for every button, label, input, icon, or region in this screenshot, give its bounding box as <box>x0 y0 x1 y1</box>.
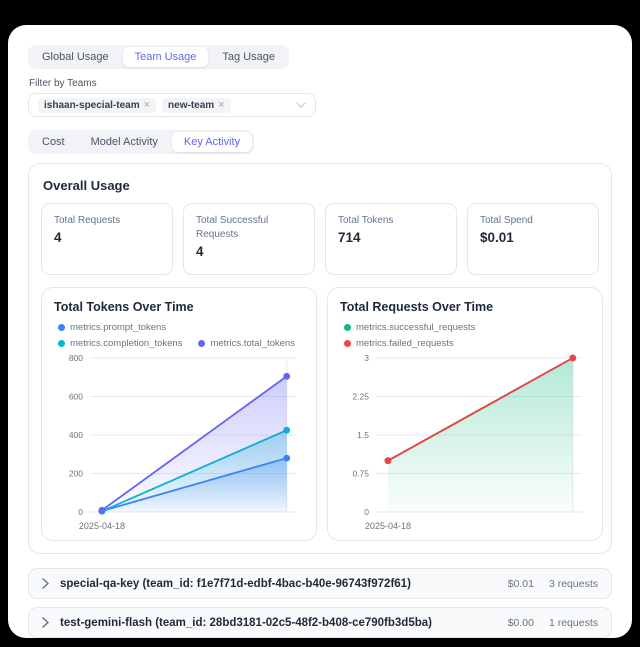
requests-over-time-chart: 0 0.75 1.5 2.25 3 2025-04-18 <box>352 353 582 531</box>
svg-text:0: 0 <box>78 507 83 517</box>
stats-grid: Total Requests 4 Total Successful Reques… <box>41 203 599 275</box>
usage-dashboard-card: Global Usage Team Usage Tag Usage Filter… <box>8 25 632 638</box>
svg-text:0: 0 <box>364 507 369 517</box>
team-filter-select[interactable]: ishaan-special-team × new-team × <box>28 93 316 117</box>
stat-total-spend: Total Spend $0.01 <box>467 203 599 275</box>
key-row-spend: $0.01 <box>507 577 534 590</box>
remove-tag-icon[interactable]: × <box>218 98 225 111</box>
overall-usage-panel: Overall Usage Total Requests 4 Total Suc… <box>28 163 612 554</box>
svg-text:3: 3 <box>364 353 369 363</box>
tab-cost[interactable]: Cost <box>42 136 65 148</box>
stat-value: 4 <box>54 230 62 245</box>
chart-legend: metrics.successful_requests metrics.fail… <box>344 322 590 350</box>
svg-text:400: 400 <box>69 430 83 440</box>
key-row-requests: 3 requests <box>548 577 598 590</box>
stat-value: 4 <box>196 244 204 259</box>
key-rows: special-qa-key (team_id: f1e7f71d-edbf-4… <box>28 568 612 638</box>
legend-dot-icon <box>58 324 65 331</box>
tab-tag-usage[interactable]: Tag Usage <box>222 51 276 63</box>
key-row-special-qa-key[interactable]: special-qa-key (team_id: f1e7f71d-edbf-4… <box>28 568 612 599</box>
legend-dot-icon <box>344 340 351 347</box>
legend-dot-icon <box>198 340 206 347</box>
stat-label: Total Spend <box>480 215 533 226</box>
legend-item: metrics.completion_tokens <box>58 338 182 349</box>
legend-label: metrics.completion_tokens <box>70 338 183 349</box>
legend-dot-icon <box>58 340 65 347</box>
legend-label: metrics.failed_requests <box>356 338 454 349</box>
team-tag-label: new-team <box>168 99 215 111</box>
chevron-right-icon[interactable] <box>42 578 49 589</box>
legend-item: metrics.prompt_tokens <box>58 322 166 333</box>
svg-text:1.5: 1.5 <box>357 430 369 440</box>
tab-key-activity[interactable]: Key Activity <box>171 132 253 152</box>
chevron-down-icon[interactable] <box>296 102 306 108</box>
usage-scope-tabs: Global Usage Team Usage Tag Usage <box>28 45 290 69</box>
stat-label: Total Requests <box>54 215 121 226</box>
tokens-over-time-card: Total Tokens Over Time metrics.prompt_to… <box>41 287 317 541</box>
chevron-right-icon[interactable] <box>42 617 49 628</box>
team-tag: ishaan-special-team × <box>38 97 157 113</box>
legend-item: metrics.successful_requests <box>344 322 475 333</box>
svg-text:600: 600 <box>69 392 83 402</box>
key-row-test-gemini-flash[interactable]: test-gemini-flash (team_id: 28bd3181-02c… <box>28 607 612 638</box>
team-tag-label: ishaan-special-team <box>44 99 140 111</box>
charts-grid: Total Tokens Over Time metrics.prompt_to… <box>41 287 603 541</box>
chart-title: Total Requests Over Time <box>340 300 494 314</box>
svg-text:2025-04-18: 2025-04-18 <box>79 521 125 531</box>
legend-item: metrics.total_tokens <box>198 338 295 349</box>
chart-title: Total Tokens Over Time <box>54 300 194 314</box>
chart-legend: metrics.prompt_tokens metrics.completion… <box>58 322 304 350</box>
svg-text:200: 200 <box>69 469 83 479</box>
tokens-over-time-chart: 0 200 400 600 800 2025-04-18 <box>69 353 296 531</box>
requests-over-time-card: Total Requests Over Time metrics.success… <box>327 287 603 541</box>
tab-global-usage[interactable]: Global Usage <box>42 51 109 63</box>
svg-text:2025-04-18: 2025-04-18 <box>365 521 411 531</box>
stat-total-requests: Total Requests 4 <box>41 203 173 275</box>
stat-total-tokens: Total Tokens 714 <box>325 203 457 275</box>
svg-text:2.25: 2.25 <box>352 392 369 402</box>
stat-value: 714 <box>338 230 361 245</box>
stat-value: $0.01 <box>480 230 514 245</box>
team-tag: new-team × <box>162 97 231 113</box>
svg-text:800: 800 <box>69 353 83 363</box>
legend-dot-icon <box>344 324 351 331</box>
stat-label: Total Successful Requests <box>196 215 269 240</box>
activity-tabs: Cost Model Activity Key Activity <box>28 130 255 154</box>
legend-label: metrics.total_tokens <box>210 338 295 349</box>
legend-item: metrics.failed_requests <box>344 338 475 349</box>
key-row-requests: 1 requests <box>548 616 598 629</box>
filter-by-teams-label: Filter by Teams <box>29 78 97 89</box>
svg-text:0.75: 0.75 <box>352 469 369 479</box>
key-row-label: test-gemini-flash (team_id: 28bd3181-02c… <box>60 616 432 629</box>
tab-team-usage[interactable]: Team Usage <box>122 47 209 67</box>
stat-total-successful-requests: Total Successful Requests 4 <box>183 203 315 275</box>
tab-model-activity[interactable]: Model Activity <box>90 136 158 148</box>
panel-title: Overall Usage <box>43 178 130 193</box>
stat-label: Total Tokens <box>338 215 394 226</box>
key-row-spend: $0.00 <box>507 616 534 629</box>
legend-label: metrics.prompt_tokens <box>70 322 167 333</box>
legend-label: metrics.successful_requests <box>356 322 476 333</box>
remove-tag-icon[interactable]: × <box>143 98 151 111</box>
key-row-label: special-qa-key (team_id: f1e7f71d-edbf-4… <box>60 577 411 590</box>
